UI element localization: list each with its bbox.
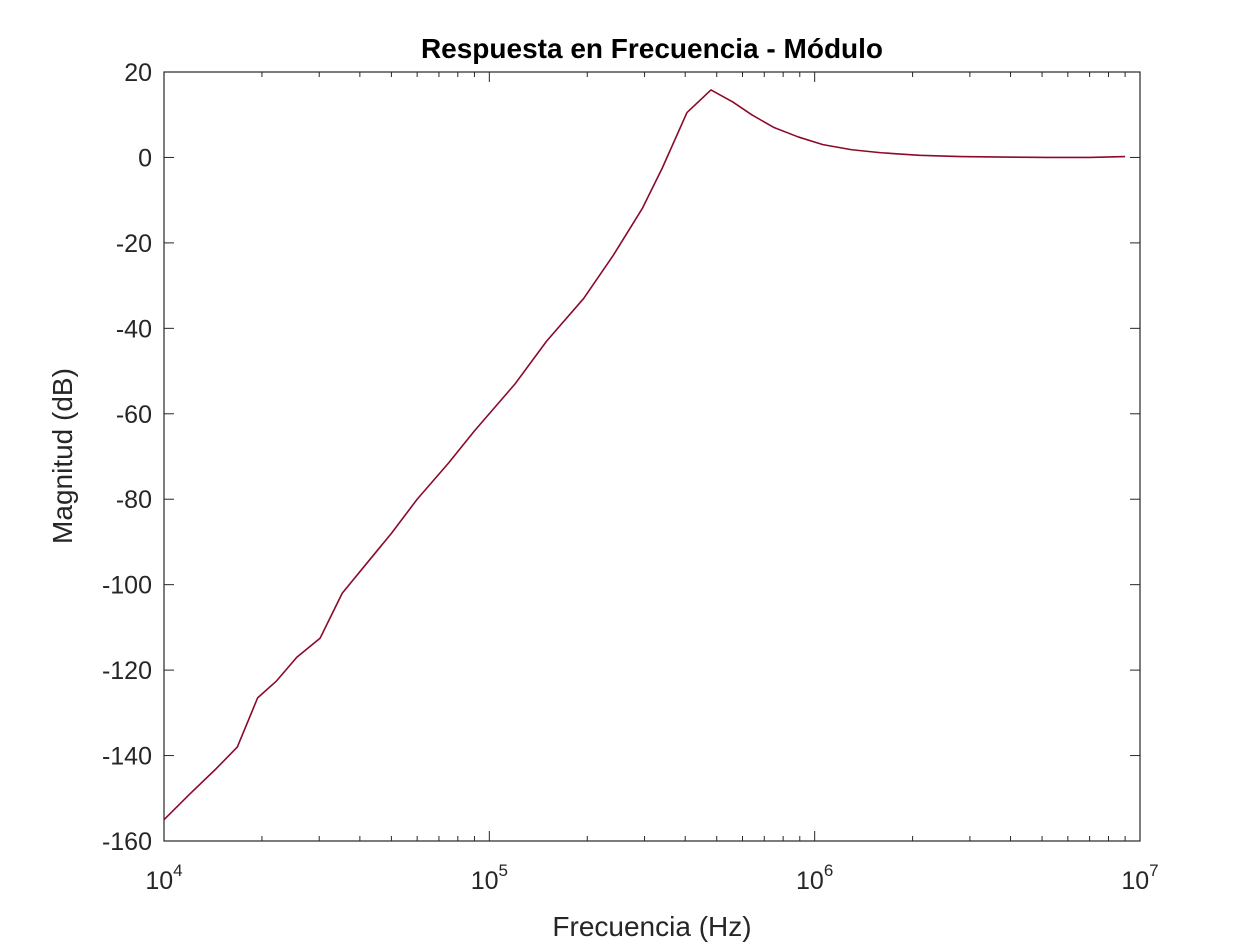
y-tick-label: -80 (116, 486, 152, 514)
x-tick-label: 105 (471, 861, 508, 895)
x-tick-label: 104 (145, 861, 182, 895)
chart-title: Respuesta en Frecuencia - Módulo (421, 33, 883, 64)
y-tick-labels: 20 0 -20 -40 -60 -80 -100 -120 -140 -160 (102, 59, 152, 856)
y-axis-label: Magnitud (dB) (47, 368, 78, 544)
plot-area (163, 71, 1141, 842)
y-tick-label: -160 (102, 828, 152, 856)
y-tick-label: -40 (116, 315, 152, 343)
y-tick-label: 20 (124, 59, 152, 87)
y-tick-label: 0 (138, 144, 152, 172)
y-tick-label: -120 (102, 657, 152, 685)
y-tick-label: -20 (116, 230, 152, 258)
x-tick-label: 107 (1121, 861, 1158, 895)
tick-marks (163, 71, 1141, 842)
y-tick-label: -140 (102, 743, 152, 771)
x-tick-labels: 104 105 106 107 (145, 861, 1158, 895)
x-axis-label: Frecuencia (Hz) (552, 911, 751, 942)
y-tick-label: -60 (116, 401, 152, 429)
y-tick-label: -100 (102, 572, 152, 600)
x-tick-label: 106 (796, 861, 833, 895)
magnitude-series-line (163, 89, 1126, 821)
